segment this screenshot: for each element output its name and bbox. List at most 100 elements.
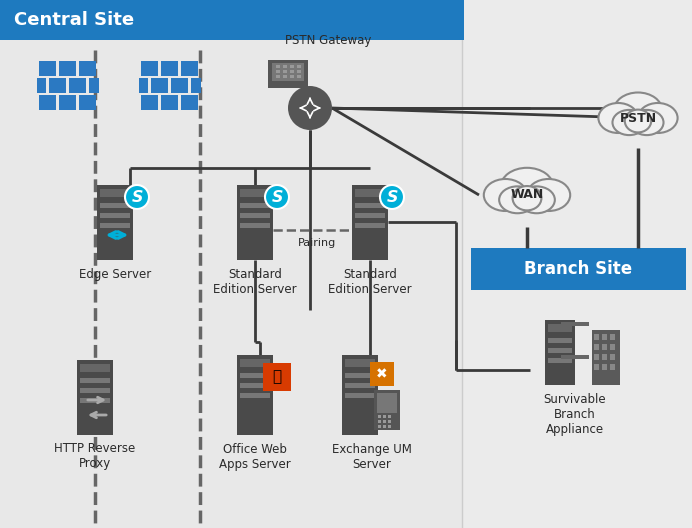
Text: Pairing: Pairing <box>298 238 336 248</box>
Ellipse shape <box>638 103 677 133</box>
Bar <box>263 363 291 391</box>
Ellipse shape <box>630 110 664 135</box>
Ellipse shape <box>614 92 662 128</box>
Bar <box>355 189 385 197</box>
Bar <box>471 248 686 290</box>
Bar <box>592 330 620 385</box>
Bar <box>237 355 273 435</box>
Bar <box>594 344 599 350</box>
Bar <box>77 360 113 435</box>
Ellipse shape <box>599 103 638 133</box>
Text: ⬛: ⬛ <box>275 372 280 382</box>
Bar <box>345 383 375 388</box>
Bar <box>39 61 56 76</box>
Ellipse shape <box>625 110 651 133</box>
Bar <box>610 354 615 360</box>
Bar <box>268 60 308 88</box>
Bar <box>272 63 304 81</box>
Bar <box>290 75 294 78</box>
Bar <box>462 0 692 528</box>
Bar <box>374 390 400 430</box>
Bar <box>139 78 148 93</box>
Bar <box>602 344 607 350</box>
Bar <box>548 338 572 343</box>
Circle shape <box>125 185 149 209</box>
Text: Exchange UM
Server: Exchange UM Server <box>332 443 412 471</box>
Bar <box>355 213 385 218</box>
Bar <box>602 364 607 370</box>
Text: Branch Site: Branch Site <box>524 260 632 278</box>
Bar <box>561 322 589 326</box>
Text: S: S <box>131 190 143 204</box>
Bar <box>388 425 391 428</box>
Bar <box>0 40 464 528</box>
Text: 🔥: 🔥 <box>273 370 282 384</box>
Bar <box>161 95 178 110</box>
Text: Office Web
Apps Server: Office Web Apps Server <box>219 443 291 471</box>
Text: Standard
Edition Server: Standard Edition Server <box>328 268 412 296</box>
Bar <box>0 0 464 40</box>
Bar <box>345 393 375 398</box>
Text: S: S <box>386 190 398 204</box>
Bar <box>548 348 572 353</box>
Ellipse shape <box>612 110 646 135</box>
Bar <box>561 355 589 359</box>
Bar <box>378 425 381 428</box>
Bar <box>290 65 294 68</box>
Ellipse shape <box>518 186 555 213</box>
Text: S: S <box>271 190 283 204</box>
Bar <box>161 61 178 76</box>
Bar <box>345 359 375 367</box>
Text: Standard
Edition Server: Standard Edition Server <box>213 268 297 296</box>
Bar <box>388 415 391 418</box>
Bar <box>97 185 133 260</box>
Bar <box>548 358 572 363</box>
Circle shape <box>288 86 332 130</box>
Ellipse shape <box>513 186 541 210</box>
Bar <box>545 320 575 385</box>
Bar <box>355 223 385 228</box>
Bar <box>345 373 375 378</box>
Bar <box>297 70 301 73</box>
Bar <box>383 425 386 428</box>
Bar <box>355 203 385 208</box>
Bar <box>79 95 96 110</box>
Bar <box>240 189 270 197</box>
Bar <box>37 78 46 93</box>
Bar <box>100 203 130 208</box>
Text: Central Site: Central Site <box>14 11 134 29</box>
Bar <box>141 95 158 110</box>
Bar <box>39 95 56 110</box>
Bar <box>342 355 378 435</box>
Bar <box>276 65 280 68</box>
Bar <box>283 65 287 68</box>
Bar <box>240 213 270 218</box>
Bar <box>290 70 294 73</box>
Bar <box>240 383 270 388</box>
Bar <box>59 95 76 110</box>
Bar <box>297 65 301 68</box>
Bar <box>151 78 168 93</box>
Bar <box>240 359 270 367</box>
Bar <box>237 185 273 260</box>
Bar <box>100 189 130 197</box>
Bar <box>602 354 607 360</box>
Bar <box>69 78 86 93</box>
Bar <box>276 70 280 73</box>
Bar <box>383 420 386 423</box>
Bar <box>297 75 301 78</box>
Bar <box>283 70 287 73</box>
Bar <box>49 78 66 93</box>
Ellipse shape <box>499 186 536 213</box>
Text: PSTN: PSTN <box>619 111 657 125</box>
Bar <box>80 378 110 383</box>
Text: Edge Server: Edge Server <box>79 268 151 281</box>
Bar <box>171 78 188 93</box>
Bar <box>378 420 381 423</box>
Text: HTTP Reverse
Proxy: HTTP Reverse Proxy <box>55 442 136 470</box>
Bar <box>610 334 615 340</box>
Text: WAN: WAN <box>511 188 544 202</box>
Bar <box>240 223 270 228</box>
Bar <box>191 78 201 93</box>
Ellipse shape <box>500 168 554 206</box>
